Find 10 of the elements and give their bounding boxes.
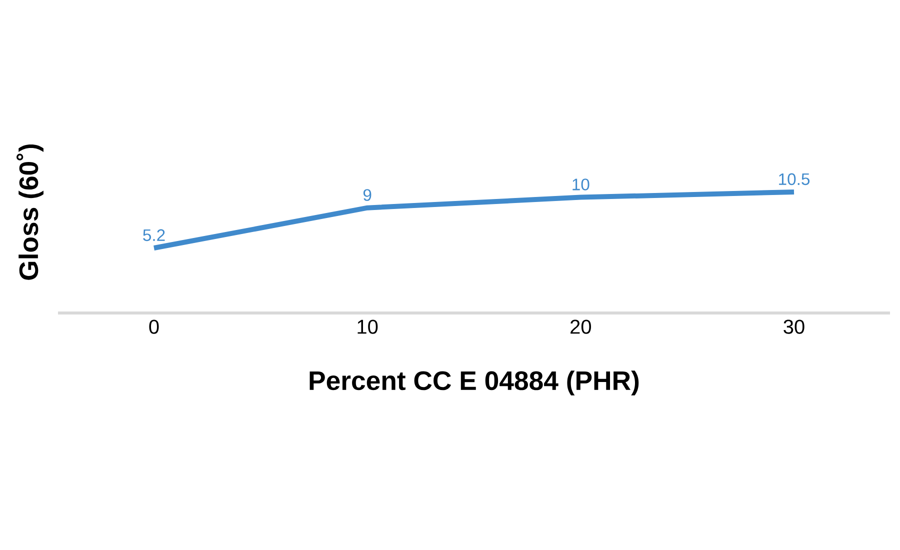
data-label: 10 <box>572 178 590 190</box>
data-label: 5.2 <box>143 229 165 242</box>
x-tick-label: 10 <box>358 320 378 334</box>
x-axis-title: Percent CC E 04884 (PHR) <box>310 370 639 396</box>
data-label: 10.5 <box>779 173 810 186</box>
x-tick-label: 30 <box>784 320 804 334</box>
x-tick-label: 0 <box>149 320 159 334</box>
x-tick-label: 20 <box>570 320 591 334</box>
y-axis-title: Gloss (60˚) <box>16 144 44 280</box>
data-label: 9 <box>363 189 372 201</box>
